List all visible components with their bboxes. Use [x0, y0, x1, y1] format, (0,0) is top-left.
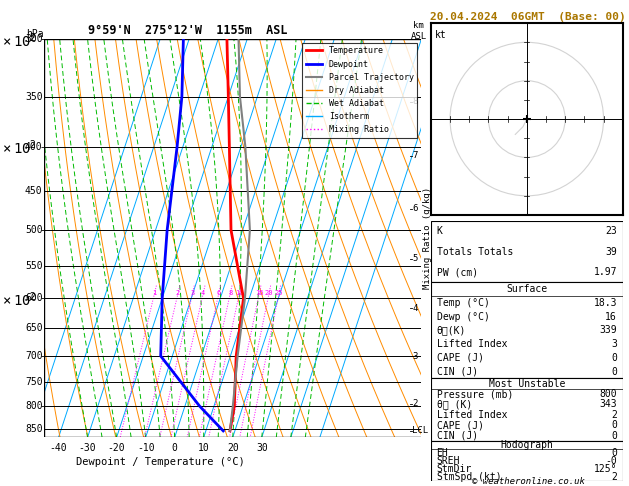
- Text: 20.04.2024  06GMT  (Base: 00): 20.04.2024 06GMT (Base: 00): [430, 12, 626, 22]
- Text: 10: 10: [235, 290, 243, 296]
- Text: 6: 6: [412, 204, 418, 213]
- Text: Lifted Index: Lifted Index: [437, 339, 507, 349]
- Text: 850: 850: [25, 424, 43, 434]
- Text: 125°: 125°: [593, 464, 617, 474]
- Text: 39: 39: [605, 247, 617, 257]
- Text: 2: 2: [412, 399, 418, 408]
- Text: 23: 23: [605, 226, 617, 236]
- Text: 9°59'N  275°12'W  1155m  ASL: 9°59'N 275°12'W 1155m ASL: [87, 24, 287, 37]
- Text: 30: 30: [256, 443, 267, 453]
- Text: kt: kt: [435, 31, 447, 40]
- Legend: Temperature, Dewpoint, Parcel Trajectory, Dry Adiabat, Wet Adiabat, Isotherm, Mi: Temperature, Dewpoint, Parcel Trajectory…: [303, 43, 417, 138]
- Text: Totals Totals: Totals Totals: [437, 247, 513, 257]
- Text: 18.3: 18.3: [593, 298, 617, 308]
- Text: 10: 10: [198, 443, 209, 453]
- Bar: [431, 379, 623, 441]
- Text: K: K: [437, 226, 442, 236]
- Text: 8: 8: [412, 97, 418, 106]
- Text: 4: 4: [201, 290, 205, 296]
- Text: StmDir: StmDir: [437, 464, 472, 474]
- Text: θᴇ(K): θᴇ(K): [437, 325, 466, 335]
- Text: © weatheronline.co.uk: © weatheronline.co.uk: [472, 477, 585, 486]
- Text: 25: 25: [275, 290, 283, 296]
- Text: -20: -20: [108, 443, 125, 453]
- Text: -40: -40: [50, 443, 67, 453]
- Text: 1.97: 1.97: [593, 267, 617, 277]
- Text: 550: 550: [25, 261, 43, 271]
- Text: km
ASL: km ASL: [411, 21, 426, 41]
- Text: EH: EH: [437, 448, 448, 458]
- Text: CIN (J): CIN (J): [437, 431, 478, 441]
- Text: 8: 8: [228, 290, 232, 296]
- Text: 4: 4: [412, 304, 418, 312]
- Text: 650: 650: [25, 323, 43, 333]
- Text: CAPE (J): CAPE (J): [437, 420, 484, 430]
- Bar: [431, 221, 623, 282]
- Text: 3: 3: [611, 339, 617, 349]
- Text: SREH: SREH: [437, 456, 460, 466]
- Text: LCL: LCL: [412, 426, 428, 435]
- Text: hPa: hPa: [26, 29, 44, 39]
- Text: 6: 6: [217, 290, 221, 296]
- Text: 500: 500: [25, 225, 43, 235]
- Text: 3: 3: [412, 351, 418, 361]
- Text: 300: 300: [25, 34, 43, 44]
- Text: CAPE (J): CAPE (J): [437, 353, 484, 363]
- Text: 800: 800: [25, 401, 43, 411]
- Text: 0: 0: [611, 420, 617, 430]
- Text: -30: -30: [79, 443, 96, 453]
- Bar: [431, 282, 623, 379]
- Text: 400: 400: [25, 141, 43, 152]
- Text: -10: -10: [137, 443, 155, 453]
- Text: 3: 3: [191, 290, 194, 296]
- Text: 0: 0: [611, 431, 617, 441]
- Text: 339: 339: [599, 325, 617, 335]
- Text: 0: 0: [611, 353, 617, 363]
- Text: Most Unstable: Most Unstable: [489, 379, 565, 389]
- Text: Dewpoint / Temperature (°C): Dewpoint / Temperature (°C): [75, 457, 245, 468]
- Text: 1: 1: [152, 290, 157, 296]
- Text: 750: 750: [25, 377, 43, 387]
- Text: 16: 16: [255, 290, 264, 296]
- Text: 5: 5: [412, 254, 418, 263]
- Text: 2: 2: [176, 290, 180, 296]
- Text: PW (cm): PW (cm): [437, 267, 478, 277]
- Text: Lifted Index: Lifted Index: [437, 410, 507, 420]
- Text: 7: 7: [412, 151, 418, 160]
- Text: θᴇ (K): θᴇ (K): [437, 399, 472, 409]
- Text: Pressure (mb): Pressure (mb): [437, 389, 513, 399]
- Text: 0: 0: [611, 366, 617, 377]
- Text: 343: 343: [599, 399, 617, 409]
- Text: 800: 800: [599, 389, 617, 399]
- Text: Hodograph: Hodograph: [500, 440, 554, 450]
- Text: StmSpd (kt): StmSpd (kt): [437, 472, 501, 482]
- Bar: [431, 441, 623, 481]
- Text: 2: 2: [611, 472, 617, 482]
- Text: CIN (J): CIN (J): [437, 366, 478, 377]
- Text: Mixing Ratio (g/kg): Mixing Ratio (g/kg): [423, 187, 431, 289]
- Text: Surface: Surface: [506, 284, 547, 294]
- Text: 16: 16: [605, 312, 617, 322]
- Text: Temp (°C): Temp (°C): [437, 298, 489, 308]
- Text: 700: 700: [25, 351, 43, 361]
- Text: 0: 0: [611, 448, 617, 458]
- Text: 350: 350: [25, 91, 43, 102]
- Text: -0: -0: [605, 456, 617, 466]
- Text: Dewp (°C): Dewp (°C): [437, 312, 489, 322]
- Text: 20: 20: [265, 290, 273, 296]
- Text: 450: 450: [25, 186, 43, 196]
- Text: 600: 600: [25, 294, 43, 303]
- Text: 0: 0: [172, 443, 177, 453]
- Text: 20: 20: [227, 443, 238, 453]
- Text: 2: 2: [611, 410, 617, 420]
